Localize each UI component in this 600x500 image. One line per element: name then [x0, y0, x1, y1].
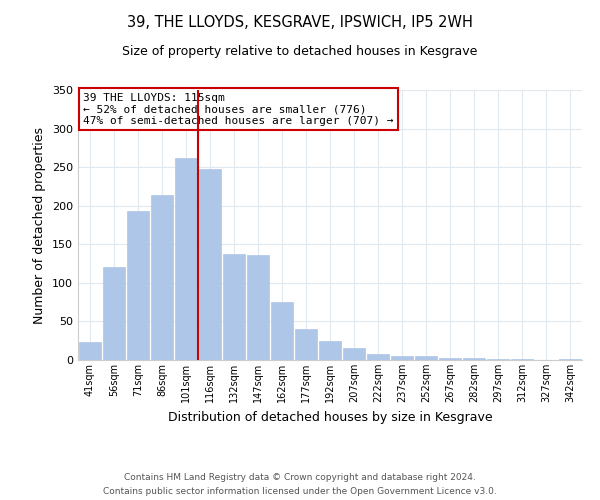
Y-axis label: Number of detached properties: Number of detached properties	[34, 126, 46, 324]
Bar	[223, 254, 245, 360]
Bar	[271, 302, 293, 360]
Bar	[463, 358, 485, 360]
Bar	[151, 195, 173, 360]
Text: Size of property relative to detached houses in Kesgrave: Size of property relative to detached ho…	[122, 45, 478, 58]
Bar	[391, 356, 413, 360]
Text: 39 THE LLOYDS: 115sqm
← 52% of detached houses are smaller (776)
47% of semi-det: 39 THE LLOYDS: 115sqm ← 52% of detached …	[83, 92, 394, 126]
Text: 39, THE LLOYDS, KESGRAVE, IPSWICH, IP5 2WH: 39, THE LLOYDS, KESGRAVE, IPSWICH, IP5 2…	[127, 15, 473, 30]
Bar	[439, 358, 461, 360]
Bar	[319, 340, 341, 360]
Bar	[367, 354, 389, 360]
Bar	[127, 211, 149, 360]
Bar	[559, 359, 581, 360]
Text: Contains HM Land Registry data © Crown copyright and database right 2024.: Contains HM Land Registry data © Crown c…	[124, 472, 476, 482]
Bar	[175, 158, 197, 360]
Bar	[247, 255, 269, 360]
X-axis label: Distribution of detached houses by size in Kesgrave: Distribution of detached houses by size …	[167, 410, 493, 424]
Bar	[295, 329, 317, 360]
Bar	[103, 268, 125, 360]
Bar	[487, 359, 509, 360]
Bar	[511, 359, 533, 360]
Bar	[415, 356, 437, 360]
Bar	[79, 342, 101, 360]
Bar	[343, 348, 365, 360]
Bar	[199, 168, 221, 360]
Text: Contains public sector information licensed under the Open Government Licence v3: Contains public sector information licen…	[103, 488, 497, 496]
